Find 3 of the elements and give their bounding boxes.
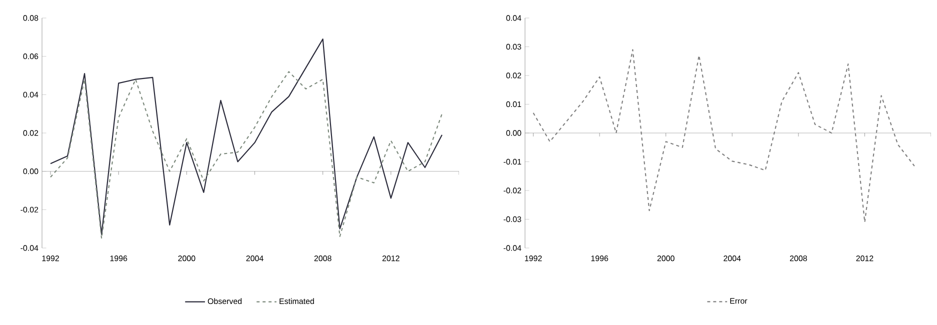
line-series (50, 38, 443, 236)
line-series (50, 71, 443, 239)
line-series (532, 49, 915, 223)
